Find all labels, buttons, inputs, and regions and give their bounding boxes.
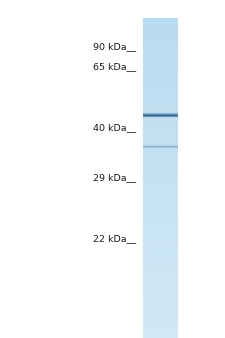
Bar xyxy=(143,72,178,77)
Bar xyxy=(143,114,178,115)
Bar xyxy=(143,204,178,210)
Bar xyxy=(143,285,178,290)
Bar xyxy=(143,252,178,258)
Bar xyxy=(143,50,178,56)
Bar xyxy=(143,194,178,199)
Bar xyxy=(143,148,178,149)
Bar xyxy=(143,167,178,173)
Bar xyxy=(143,116,178,117)
Bar xyxy=(143,215,178,221)
Bar xyxy=(143,226,178,232)
Bar xyxy=(143,130,178,136)
Bar xyxy=(143,231,178,237)
Bar xyxy=(143,116,178,117)
Bar xyxy=(143,141,178,146)
Bar xyxy=(143,290,178,295)
Bar xyxy=(143,82,178,88)
Bar xyxy=(143,61,178,67)
Bar xyxy=(143,311,178,317)
Bar xyxy=(143,45,178,51)
Bar xyxy=(143,98,178,104)
Bar xyxy=(143,66,178,72)
Bar xyxy=(143,112,178,113)
Bar xyxy=(143,118,178,119)
Bar xyxy=(143,119,178,125)
Bar xyxy=(143,237,178,242)
Bar xyxy=(143,29,178,34)
Bar xyxy=(143,242,178,247)
Bar xyxy=(143,268,178,274)
Bar xyxy=(143,221,178,226)
Text: 29 kDa__: 29 kDa__ xyxy=(93,173,136,182)
Bar xyxy=(143,295,178,301)
Bar xyxy=(143,322,178,327)
Bar xyxy=(143,115,178,116)
Bar xyxy=(143,77,178,82)
Bar xyxy=(143,306,178,311)
Bar xyxy=(143,156,178,162)
Bar xyxy=(143,145,178,146)
Bar xyxy=(143,162,178,168)
Bar xyxy=(143,55,178,61)
Text: 40 kDa__: 40 kDa__ xyxy=(93,123,136,132)
Bar xyxy=(143,40,178,45)
Bar xyxy=(143,199,178,205)
Text: 22 kDa__: 22 kDa__ xyxy=(93,234,136,243)
Bar xyxy=(143,24,178,29)
Bar xyxy=(143,114,178,115)
Bar xyxy=(143,146,178,152)
Bar xyxy=(143,327,178,333)
Bar xyxy=(143,147,178,148)
Bar xyxy=(143,112,178,113)
Bar xyxy=(143,151,178,157)
Bar xyxy=(143,332,178,338)
Bar xyxy=(143,173,178,178)
Bar xyxy=(143,146,178,147)
Bar xyxy=(143,316,178,322)
Bar xyxy=(143,125,178,130)
Bar xyxy=(143,135,178,141)
Bar xyxy=(143,103,178,109)
Bar xyxy=(143,114,178,120)
Bar xyxy=(143,18,178,24)
Bar xyxy=(143,148,178,149)
Bar xyxy=(143,279,178,285)
Bar xyxy=(143,113,178,114)
Bar xyxy=(143,183,178,189)
Bar xyxy=(143,109,178,114)
Text: 65 kDa__: 65 kDa__ xyxy=(93,63,136,71)
Bar xyxy=(143,300,178,306)
Bar xyxy=(143,144,178,145)
Bar xyxy=(143,117,178,118)
Bar xyxy=(143,146,178,147)
Bar xyxy=(143,178,178,184)
Bar xyxy=(143,117,178,118)
Bar xyxy=(143,118,178,119)
Bar xyxy=(143,274,178,280)
Text: 90 kDa__: 90 kDa__ xyxy=(93,42,136,51)
Bar xyxy=(143,247,178,253)
Bar xyxy=(143,93,178,98)
Bar xyxy=(143,189,178,194)
Bar xyxy=(143,210,178,216)
Bar xyxy=(143,258,178,264)
Bar xyxy=(143,88,178,93)
Bar xyxy=(143,115,178,116)
Bar xyxy=(143,34,178,40)
Bar xyxy=(143,147,178,148)
Bar xyxy=(143,263,178,269)
